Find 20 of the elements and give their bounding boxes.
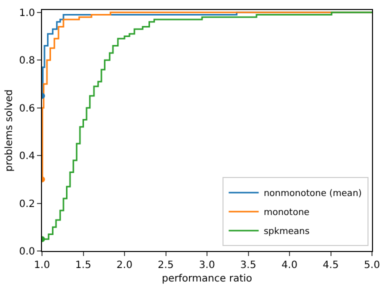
y-tick-label: 0.6 (19, 103, 35, 114)
x-tick-label: 1.0 (34, 260, 50, 271)
y-tick-label: 1.0 (19, 8, 35, 19)
x-axis-title: performance ratio (162, 274, 252, 284)
x-tick-label: 3.5 (240, 260, 256, 271)
y-axis-title: problems solved (4, 89, 16, 172)
y-tick-label: 0.4 (19, 151, 35, 162)
x-tick-label: 1.5 (75, 260, 92, 271)
x-tick-label: 4.5 (322, 260, 339, 271)
legend-label: monotone (264, 208, 310, 218)
y-tick-label: 0.2 (19, 198, 35, 210)
x-tick-label: 5.0 (364, 260, 380, 271)
x-tick-label: 4.0 (282, 260, 298, 271)
y-tick-label: 0.8 (19, 56, 35, 67)
legend-label: spkmeans (264, 227, 310, 238)
x-tick-label: 2.0 (116, 260, 132, 271)
x-tick-label: 2.5 (158, 260, 174, 271)
y-tick-label: 0.0 (19, 246, 35, 258)
x-tick-label: 3.0 (199, 260, 215, 271)
legend-label: nonmonotone (mean) (264, 189, 362, 200)
